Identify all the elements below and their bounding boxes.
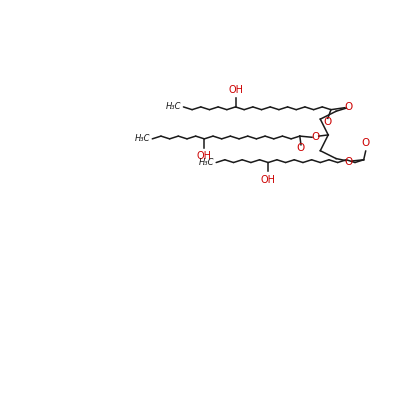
Text: OH: OH <box>197 151 212 161</box>
Text: O: O <box>344 102 353 112</box>
Text: O: O <box>312 132 320 142</box>
Text: H₃C: H₃C <box>166 102 182 112</box>
Text: O: O <box>362 138 370 148</box>
Text: H₃C: H₃C <box>199 158 214 167</box>
Text: O: O <box>344 157 353 167</box>
Text: OH: OH <box>228 85 243 95</box>
Text: OH: OH <box>261 175 276 185</box>
Text: O: O <box>324 116 332 126</box>
Text: H₃C: H₃C <box>135 134 150 143</box>
Text: O: O <box>297 143 305 153</box>
